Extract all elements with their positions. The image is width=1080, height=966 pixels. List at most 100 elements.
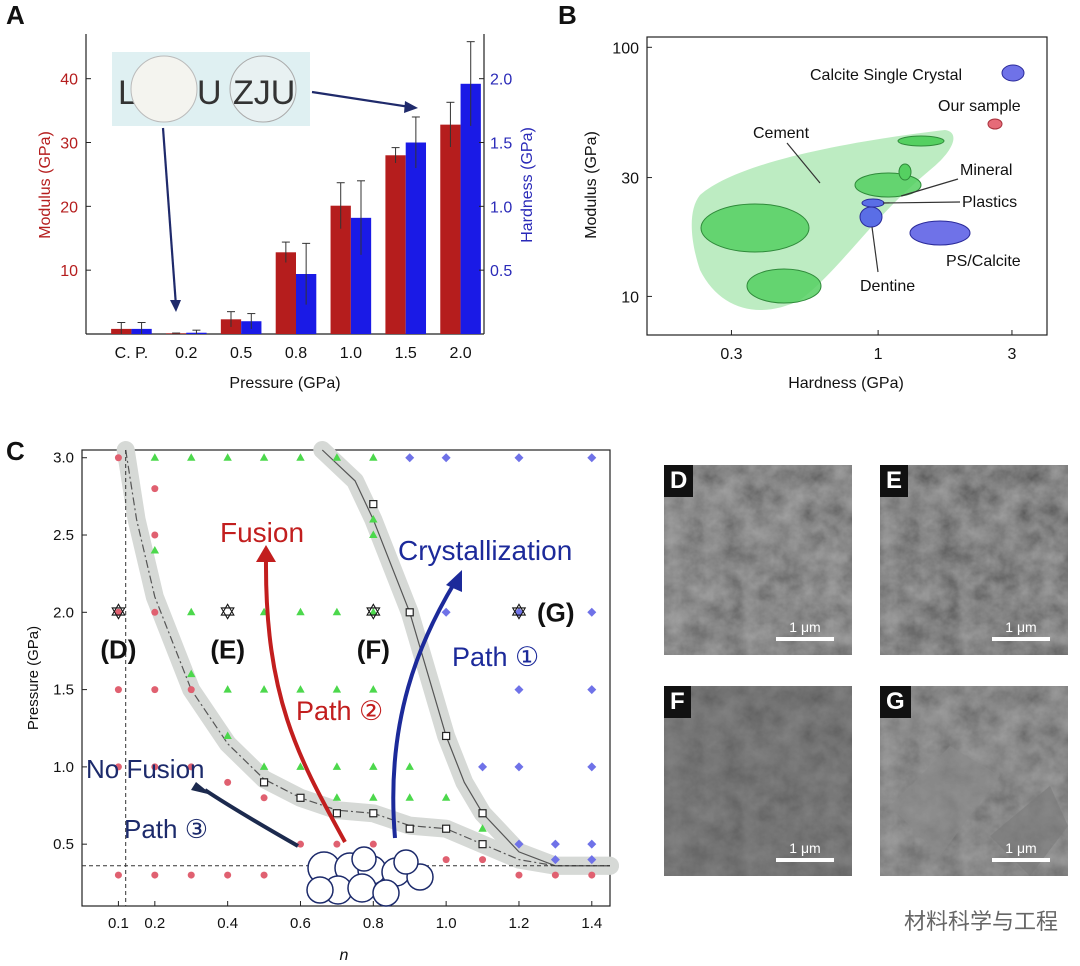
c-xtick-label: 1.2: [509, 915, 530, 932]
photo-letters-zju: ZJU: [233, 74, 295, 112]
modulus-bar: [440, 124, 461, 334]
watermark: 材料科学与工程: [903, 910, 1058, 935]
sem-label-e: E: [880, 465, 909, 497]
hardness-bar: [460, 83, 481, 334]
transparent-disc: [229, 55, 297, 123]
crystallization-point: [587, 453, 597, 463]
star-marker: ✡: [510, 600, 528, 625]
panel-a-chart: C. P. 0.2 0.5 0.8 1.0 1.5 2.0 10 20 30 40 0.5 1.0 1.…: [60, 34, 512, 362]
b-label-ps-calcite: PS/Calcite: [946, 253, 1021, 270]
crystallization-point: [478, 762, 488, 772]
fusion-point: [332, 793, 342, 801]
scale-text-f: 1 μm: [789, 840, 821, 856]
c-xtick-label: 0.4: [217, 915, 238, 932]
panel-b-label: B: [558, 0, 577, 30]
boundary-marker: [478, 809, 487, 818]
scale-bar-e: [992, 637, 1050, 641]
a-ytick-left-label: 10: [60, 263, 78, 280]
no-fusion-point: [260, 871, 268, 879]
mineral-region-5: [898, 163, 912, 181]
modulus-bar: [275, 252, 296, 334]
a-xtick-label: 1.5: [395, 345, 417, 362]
sample-label: (F): [357, 634, 390, 664]
c-xtick-label: 0.1: [108, 915, 129, 932]
no-fusion-point: [296, 840, 304, 848]
fusion-point: [405, 762, 414, 770]
no-fusion-arrow: [203, 788, 299, 848]
fusion-point: [332, 762, 342, 770]
a-xlabel: Pressure (GPa): [229, 375, 340, 392]
c-ylabel: Pressure (GPa): [25, 626, 42, 730]
sem-label-g: G: [880, 686, 911, 718]
fusion-point: [296, 607, 305, 616]
no-fusion-point: [333, 840, 341, 848]
upper-boundary-line: [321, 449, 610, 867]
fusion-point: [150, 545, 160, 554]
a-ytick-right-label: 0.5: [490, 263, 512, 280]
scale-text-e: 1 μm: [1005, 619, 1037, 635]
c-ytick-label: 1.5: [53, 682, 74, 699]
c-xtick-label: 1.0: [436, 915, 457, 932]
c-xtick-label: 0.6: [290, 915, 311, 932]
crystallization-point: [441, 607, 451, 617]
crystallization-point: [441, 453, 451, 463]
crystallization-arrow: [391, 580, 457, 839]
boundary-marker: [296, 793, 305, 802]
b-xtick-label: 0.3: [720, 346, 742, 363]
opaque-disc: [130, 55, 198, 123]
b-label-cement: Cement: [753, 125, 810, 142]
crystallization-point: [587, 839, 597, 849]
hardness-bar: [350, 217, 372, 334]
crystallization-point: [514, 839, 524, 849]
no-fusion-point: [515, 871, 523, 879]
no-fusion-point: [187, 686, 195, 694]
boundary-marker: [405, 608, 414, 617]
no-fusion-point: [588, 871, 596, 879]
fusion-point: [369, 453, 378, 461]
fusion-point: [369, 762, 378, 770]
no-fusion-point: [551, 871, 559, 879]
a-xtick-label: 0.2: [175, 345, 197, 362]
crystallization-point: [514, 685, 524, 695]
b-label-our-sample: Our sample: [938, 98, 1021, 115]
no-fusion-point: [369, 840, 377, 848]
c-ytick-label: 2.0: [53, 604, 74, 621]
fusion-point: [150, 453, 160, 461]
a-xtick-label: 1.0: [340, 345, 362, 362]
mineral-region-4: [897, 135, 945, 147]
fusion-point: [332, 685, 342, 693]
a-ytick-right-label: 2.0: [490, 72, 512, 89]
crystallization-point: [550, 839, 560, 849]
a-ytick-left-label: 40: [60, 72, 78, 89]
c-ytick-label: 2.5: [53, 527, 74, 544]
fusion-point: [441, 793, 451, 801]
b-xtick-label: 1: [874, 346, 883, 363]
a-ytick-left-label: 30: [60, 136, 78, 153]
fusion-point: [187, 607, 196, 616]
no-fusion-point: [114, 763, 122, 771]
a-ylabel-right: Hardness (GPa): [519, 127, 536, 243]
b-ytick-label: 30: [621, 171, 639, 188]
particle-cluster: [306, 846, 434, 907]
fusion-point: [187, 453, 196, 461]
c-ytick-label: 1.0: [53, 759, 74, 776]
mineral-region-2: [746, 268, 822, 304]
fusion-point: [369, 530, 378, 539]
crystallization-label: Crystallization: [398, 535, 572, 566]
scale-bar-g: [992, 858, 1050, 862]
no-fusion-point: [151, 485, 159, 493]
sem-image-f: F 1 μm: [664, 686, 852, 876]
boundary-marker: [369, 500, 378, 509]
modulus-bar: [330, 205, 351, 334]
no-fusion-point: [151, 686, 159, 694]
fusion-label: Fusion: [220, 517, 304, 548]
boundary-marker: [478, 840, 487, 849]
crystallization-point: [587, 685, 597, 695]
a-ytick-right-label: 1.5: [490, 136, 512, 153]
scale-bar-d: [776, 637, 834, 641]
b-xlabel: Hardness (GPa): [788, 375, 904, 392]
boundary-marker: [259, 778, 269, 787]
no-fusion-point: [114, 686, 122, 694]
fusion-arrow: [263, 559, 347, 843]
fusion-point: [259, 685, 269, 693]
